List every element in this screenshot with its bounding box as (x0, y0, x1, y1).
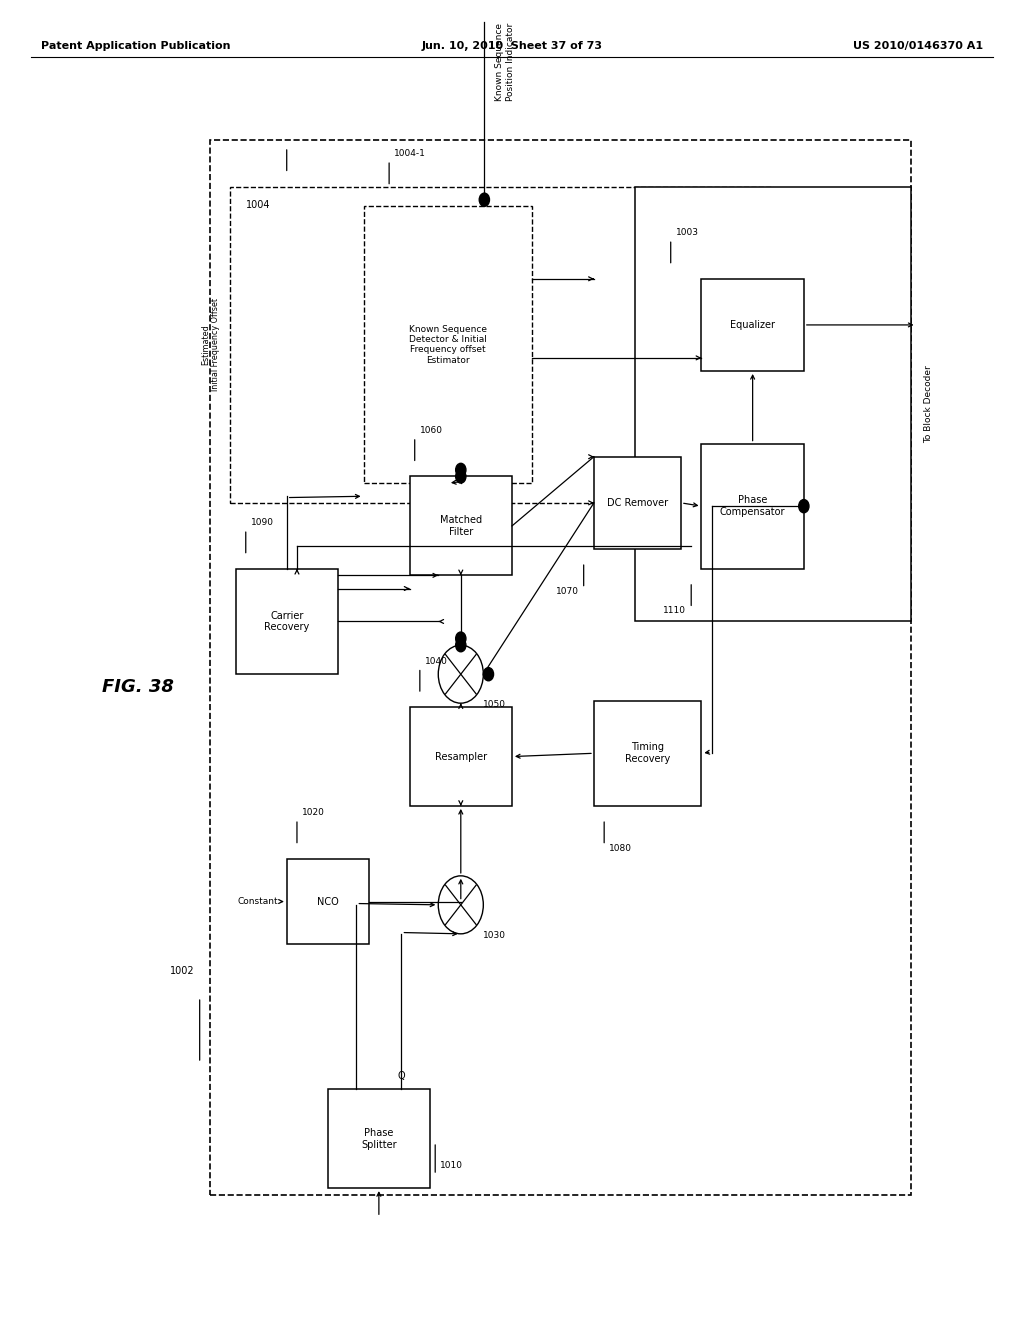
Bar (328, 1089, 430, 1188)
Circle shape (799, 499, 809, 512)
Text: 1030: 1030 (483, 931, 506, 940)
Circle shape (456, 632, 466, 645)
Circle shape (456, 463, 466, 477)
Text: NCO: NCO (316, 896, 339, 907)
Text: Jun. 10, 2010  Sheet 37 of 73: Jun. 10, 2010 Sheet 37 of 73 (422, 41, 602, 50)
Text: Patent Application Publication: Patent Application Publication (41, 41, 230, 50)
Bar (287, 859, 369, 944)
Circle shape (456, 470, 466, 483)
Text: 1010: 1010 (440, 1162, 463, 1171)
Bar (594, 457, 681, 549)
Text: I: I (355, 1071, 357, 1081)
Text: 1004: 1004 (246, 199, 270, 210)
Text: Phase
Compensator: Phase Compensator (720, 495, 785, 517)
Text: 1002: 1002 (170, 966, 195, 975)
Text: Constant: Constant (238, 898, 279, 906)
Text: 1060: 1060 (420, 426, 442, 434)
Bar (364, 206, 532, 483)
Bar (635, 186, 911, 622)
Text: 1050: 1050 (483, 700, 506, 709)
Text: FIG. 38: FIG. 38 (102, 678, 174, 697)
Text: 1003: 1003 (676, 228, 698, 238)
Text: To Block Decoder: To Block Decoder (924, 366, 933, 444)
Text: Q: Q (397, 1071, 406, 1081)
Bar (701, 444, 804, 569)
Text: Phase
Splitter: Phase Splitter (361, 1129, 396, 1150)
Bar (701, 279, 804, 371)
Text: 1080: 1080 (609, 843, 632, 853)
Text: 1070: 1070 (556, 586, 579, 595)
Circle shape (483, 668, 494, 681)
Text: 1110: 1110 (664, 606, 686, 615)
Text: 1090: 1090 (251, 519, 273, 527)
Text: Equalizer: Equalizer (730, 319, 775, 330)
Text: Matched
Filter: Matched Filter (439, 515, 482, 537)
Text: 1004-1: 1004-1 (394, 149, 426, 158)
Text: Known Sequence
Detector & Initial
Frequency offset
Estimator: Known Sequence Detector & Initial Freque… (409, 325, 487, 364)
Bar (410, 708, 512, 807)
Circle shape (456, 639, 466, 652)
Bar (210, 140, 911, 1195)
Bar (594, 701, 701, 807)
Text: Timing
Recovery: Timing Recovery (625, 742, 671, 764)
Text: Known Sequence
Position Indicator: Known Sequence Position Indicator (496, 22, 514, 100)
Text: Carrier
Recovery: Carrier Recovery (264, 611, 309, 632)
Text: DC Remover: DC Remover (607, 498, 668, 508)
Text: US 2010/0146370 A1: US 2010/0146370 A1 (853, 41, 983, 50)
Circle shape (479, 193, 489, 206)
Text: Estimated
Initial Frequency Offset: Estimated Initial Frequency Offset (201, 298, 220, 391)
Text: Resampler: Resampler (435, 751, 486, 762)
Bar (236, 569, 338, 675)
Bar (230, 186, 773, 503)
Text: 1040: 1040 (425, 656, 447, 665)
Bar (410, 477, 512, 576)
Text: 1020: 1020 (302, 808, 325, 817)
